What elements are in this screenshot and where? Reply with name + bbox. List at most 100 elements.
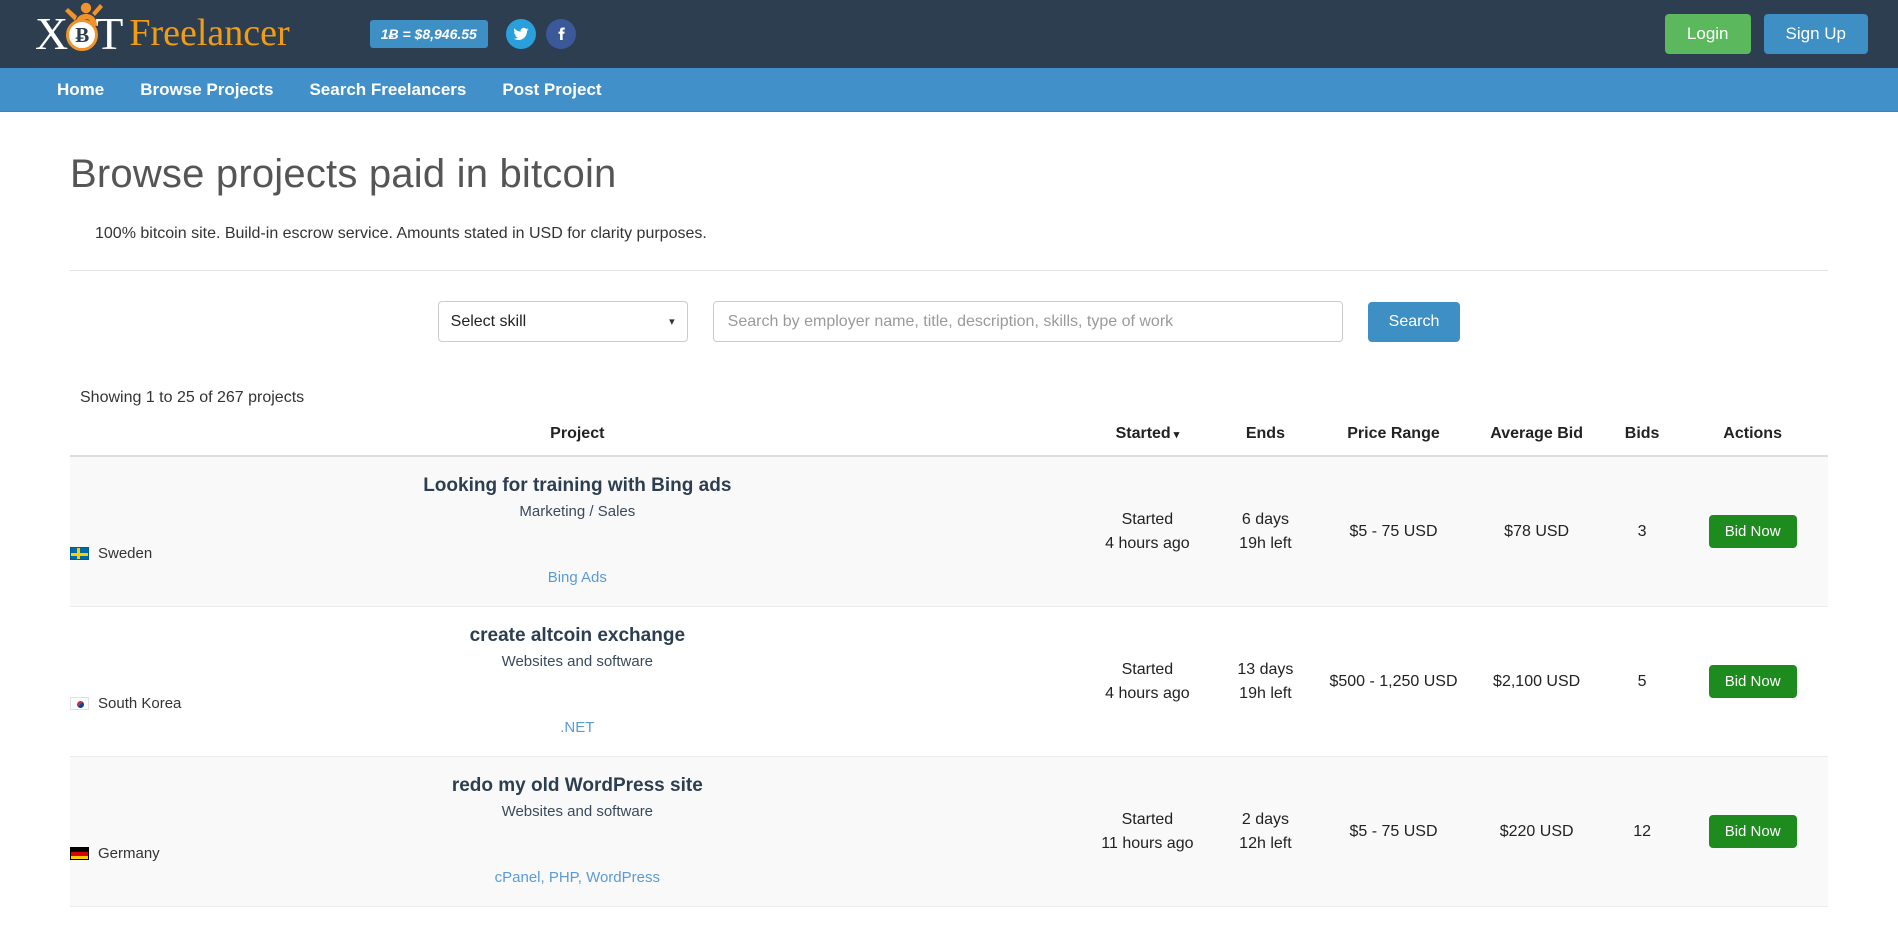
project-country: Sweden <box>70 543 1085 565</box>
nav-item-search-freelancers[interactable]: Search Freelancers <box>309 79 467 99</box>
project-average-bid: $220 USD <box>1499 822 1574 840</box>
project-bids-count: 5 <box>1637 672 1647 690</box>
flag-sweden-icon <box>70 546 89 560</box>
project-started: Started 4 hours ago <box>1085 607 1211 757</box>
project-average-bid: $2,100 USD <box>1493 672 1581 690</box>
project-skills[interactable]: Bing Ads <box>547 569 607 587</box>
skill-select[interactable]: Select skill ▾ <box>437 301 688 342</box>
divider <box>70 270 1828 271</box>
ends-days: 13 days <box>1237 661 1294 679</box>
project-cell: 2x5 MLM Binary Matrix Websites and softw… <box>70 907 1085 925</box>
project-actions: Bid Now <box>1677 907 1828 925</box>
column-header-project[interactable]: Project <box>70 425 1085 457</box>
project-actions: Bid Now <box>1677 757 1828 907</box>
project-country-label: Sweden <box>98 544 153 562</box>
started-ago: 11 hours ago <box>1101 834 1194 852</box>
project-cell: redo my old WordPress site Websites and … <box>70 757 1085 907</box>
twitter-icon[interactable] <box>505 19 536 49</box>
project-price-range: $75 - 500 USD <box>1321 907 1467 925</box>
project-cell: create altcoin exchange Websites and sof… <box>70 607 1085 757</box>
project-category: Marketing / Sales <box>519 502 636 520</box>
column-header-started[interactable]: Started ▾ <box>1084 425 1211 457</box>
table-row[interactable]: create altcoin exchange Websites and sof… <box>70 607 1828 757</box>
projects-table-head: Project Started ▾ Ends Price Range Averag… <box>70 425 1828 457</box>
facebook-f-glyph <box>558 27 565 40</box>
project-cell: Looking for training with Bing ads Marke… <box>70 456 1085 607</box>
nav-item-home[interactable]: Home <box>57 79 105 99</box>
project-country: Germany <box>70 843 1085 865</box>
started-ago: 4 hours ago <box>1105 684 1190 702</box>
project-category: Websites and software <box>501 652 654 670</box>
project-ends: 13 days 19h left <box>1210 607 1321 757</box>
projects-table: Project Started ▾ Ends Price Range Averag… <box>70 425 1828 925</box>
project-actions: Bid Now <box>1677 456 1828 607</box>
login-button[interactable]: Login <box>1664 13 1751 55</box>
project-price-range: $500 - 1,250 USD <box>1329 672 1458 690</box>
project-title[interactable]: create altcoin exchange <box>469 625 686 646</box>
skill-select-value: Select skill <box>450 312 527 330</box>
sort-descending-icon: ▾ <box>1173 429 1180 441</box>
project-category: Websites and software <box>501 802 654 820</box>
project-started: Started 11 hours ago <box>1085 907 1211 925</box>
flag-germany-icon <box>70 846 89 860</box>
project-average-bid: $78 USD <box>1504 522 1570 540</box>
started-label: Started <box>1121 811 1174 829</box>
table-row[interactable]: Looking for training with Bing ads Marke… <box>70 456 1828 607</box>
bitcoin-rate-badge: 1Ƀ = $8,946.55 <box>369 20 488 48</box>
started-label: Started <box>1121 511 1174 529</box>
signup-button[interactable]: Sign Up <box>1763 13 1868 55</box>
twitter-bird-glyph <box>513 27 529 41</box>
logo-letter-x: X <box>35 8 69 59</box>
column-header-ends[interactable]: Ends <box>1210 425 1321 457</box>
page-subtitle: 100% bitcoin site. Build-in escrow servi… <box>95 225 707 242</box>
project-skills[interactable]: cPanel, PHP, WordPress <box>494 869 660 887</box>
project-country-label: Germany <box>98 844 160 862</box>
project-price-range: $5 - 75 USD <box>1349 822 1438 840</box>
facebook-icon[interactable] <box>545 19 576 49</box>
auth-buttons: Login Sign Up <box>1664 13 1868 55</box>
ends-hours: 19h left <box>1239 534 1292 552</box>
column-header-actions: Actions <box>1677 425 1828 457</box>
page-title: Browse projects paid in bitcoin <box>70 152 617 196</box>
project-title[interactable]: redo my old WordPress site <box>451 775 703 796</box>
nav-item-post-project[interactable]: Post Project <box>502 79 602 99</box>
top-header-bar: X Ƀ T Freelancer 1Ƀ = $8,946.55 Login <box>0 0 1898 68</box>
column-header-average-bid[interactable]: Average Bid <box>1466 425 1607 457</box>
table-row[interactable]: redo my old WordPress site Websites and … <box>70 756 1828 907</box>
nav-item-browse-projects[interactable]: Browse Projects <box>140 79 274 99</box>
project-country: South Korea <box>70 693 1085 715</box>
bid-now-button[interactable]: Bid Now <box>1708 815 1797 848</box>
bid-now-button[interactable]: Bid Now <box>1708 515 1797 548</box>
project-ends: 6 days 19h left <box>1210 456 1321 607</box>
started-label: Started <box>1121 661 1174 679</box>
site-logo[interactable]: X Ƀ T Freelancer <box>35 0 290 68</box>
project-ends: 2 days 12h left <box>1210 757 1321 907</box>
projects-table-body: Looking for training with Bing ads Marke… <box>70 456 1828 925</box>
project-skills[interactable]: .NET <box>560 719 595 737</box>
social-links <box>505 19 576 49</box>
flag-south-korea-icon <box>70 696 89 710</box>
bitcoin-symbol: Ƀ <box>66 19 99 51</box>
project-actions: Bid Now <box>1677 607 1828 757</box>
project-started: Started 4 hours ago <box>1085 456 1211 607</box>
project-title[interactable]: Looking for training with Bing ads <box>423 475 732 496</box>
column-header-bids[interactable]: Bids <box>1606 425 1678 457</box>
project-ends: 2 days 12h left <box>1210 907 1321 925</box>
chevron-down-icon: ▾ <box>669 316 675 328</box>
main-navigation: Home Browse Projects Search Freelancers … <box>0 68 1898 112</box>
table-row[interactable]: 2x5 MLM Binary Matrix Websites and softw… <box>70 907 1828 925</box>
bid-now-button[interactable]: Bid Now <box>1708 665 1797 698</box>
started-ago: 4 hours ago <box>1105 534 1190 552</box>
ends-days: 6 days <box>1241 511 1289 529</box>
logo-letter-t: T <box>95 8 124 59</box>
search-input[interactable] <box>712 301 1343 342</box>
search-button[interactable]: Search <box>1367 301 1461 342</box>
column-header-price-range[interactable]: Price Range <box>1320 425 1467 457</box>
project-bids-count: 12 <box>1633 822 1651 840</box>
ends-hours: 12h left <box>1239 834 1292 852</box>
project-country-label: South Korea <box>98 694 182 712</box>
project-price-range: $5 - 75 USD <box>1349 522 1438 540</box>
ends-days: 2 days <box>1241 811 1289 829</box>
project-average-bid: $567 USD <box>1466 907 1607 925</box>
logo-wordmark: Freelancer <box>129 12 290 54</box>
